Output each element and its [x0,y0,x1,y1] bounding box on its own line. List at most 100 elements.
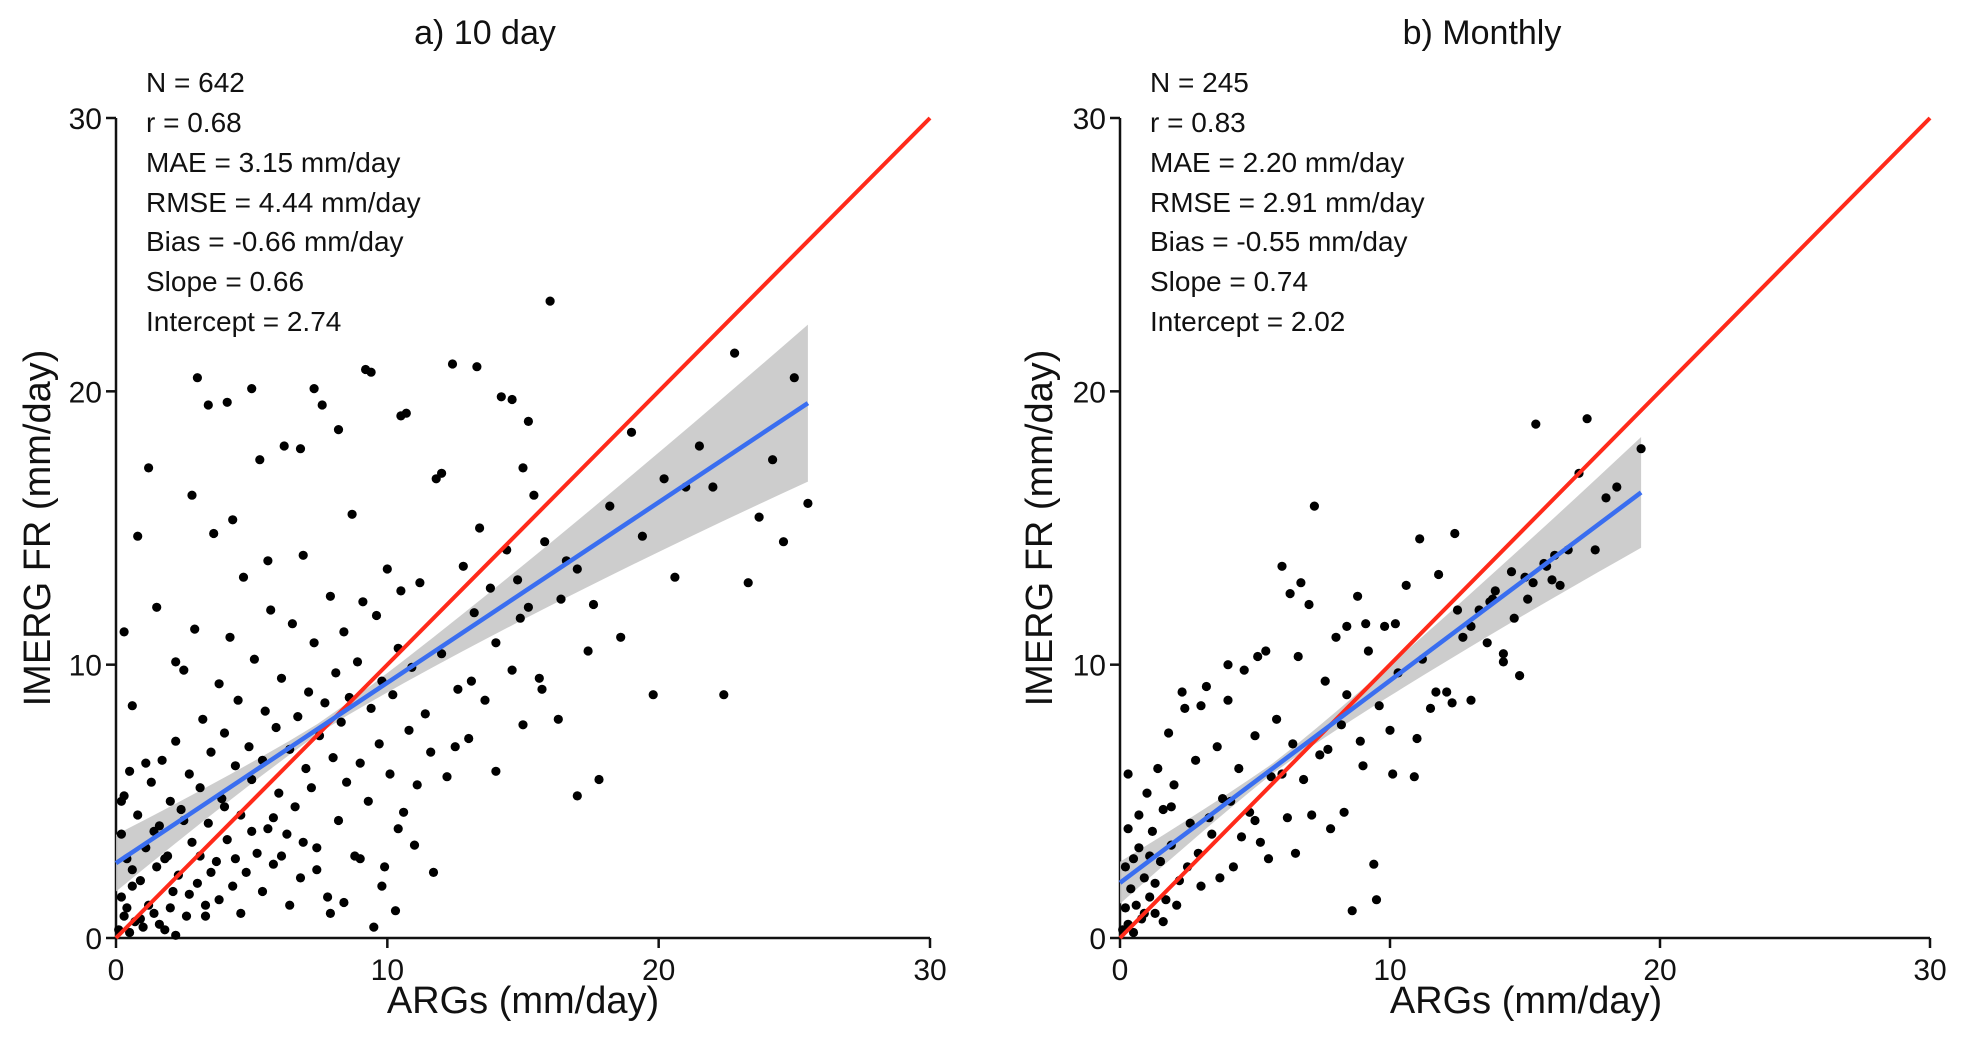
data-point [200,900,211,910]
data-point [1150,908,1160,919]
stat-intercept: Intercept = 2.74 [146,306,341,337]
x-ticks: 0 10 20 30 [1112,938,1947,987]
data-point [1239,665,1249,675]
data-point [426,747,436,757]
plot-area-monthly [1118,116,1932,940]
data-point [366,367,376,377]
data-point [228,881,238,891]
data-point [399,807,409,817]
data-point [1363,646,1373,656]
data-point [247,384,257,394]
data-point [347,509,357,519]
data-point [122,903,132,913]
data-point [171,930,181,940]
data-point [1490,586,1500,596]
data-point [339,627,349,637]
data-point [1390,619,1400,629]
data-point [485,583,495,593]
data-point [116,829,126,839]
x-tick-label: 0 [1112,954,1129,987]
data-point [480,695,490,705]
data-point [206,867,216,878]
data-point [412,780,422,790]
data-point [540,537,550,547]
data-point [298,550,308,560]
data-point [1166,802,1176,812]
data-point [616,632,626,642]
x-axis-label: ARGs (mm/day) [387,980,659,1022]
data-point [206,747,216,757]
data-point [588,599,599,610]
data-point [252,848,262,858]
data-point [233,695,243,705]
data-point [323,892,333,902]
data-point [230,761,240,771]
data-point [271,722,281,733]
data-point [371,610,382,621]
data-point [1482,638,1492,648]
data-point [1307,810,1317,820]
data-point [152,602,162,612]
data-point [1153,763,1163,774]
data-point [694,441,705,451]
data-point [605,501,615,511]
data-point [1161,895,1171,905]
data-point [491,638,501,648]
data-point [149,908,159,919]
data-point [1177,687,1187,697]
data-point [1158,804,1168,815]
data-point [1145,892,1155,902]
data-point [369,922,379,932]
data-point [496,392,506,402]
data-point [583,646,593,656]
data-point [1218,794,1228,804]
stat-rmse: RMSE = 2.91 mm/day [1150,187,1425,218]
data-point [1191,755,1201,765]
data-point [352,657,363,667]
data-point [116,796,126,806]
data-point [730,348,740,358]
data-point [453,684,463,694]
data-point [1509,613,1519,623]
data-point [247,826,257,837]
data-point [138,922,148,932]
data-point [1369,859,1379,869]
data-point [255,455,265,465]
data-point [507,665,517,675]
data-point [184,769,194,779]
data-point [447,359,458,369]
data-point [1250,815,1260,826]
stat-slope: Slope = 0.74 [1150,266,1308,297]
data-point [325,908,335,919]
data-point [1582,414,1592,424]
data-point [388,690,398,700]
data-point [1134,810,1144,820]
data-point [293,712,303,722]
data-point [1234,763,1244,774]
data-point [1380,621,1390,632]
data-point [469,608,479,618]
data-point [754,512,764,522]
data-point [1169,780,1179,790]
stat-bias: Bias = -0.55 mm/day [1150,226,1408,257]
data-point [377,881,387,891]
data-point [1342,621,1352,632]
data-point [1547,575,1557,585]
data-point [168,886,178,897]
data-point [290,802,300,812]
data-point [515,613,525,623]
data-point [648,690,658,700]
data-point [247,774,257,785]
data-point [198,714,208,724]
data-point [1123,769,1133,779]
data-point [380,862,390,872]
data-point [1612,482,1622,492]
data-point [268,813,278,823]
data-point [1315,750,1325,760]
data-point [141,758,151,768]
data-point [1164,728,1174,738]
data-point [312,865,322,875]
data-point [1223,695,1233,705]
data-point [301,763,311,774]
data-point [1180,703,1190,714]
